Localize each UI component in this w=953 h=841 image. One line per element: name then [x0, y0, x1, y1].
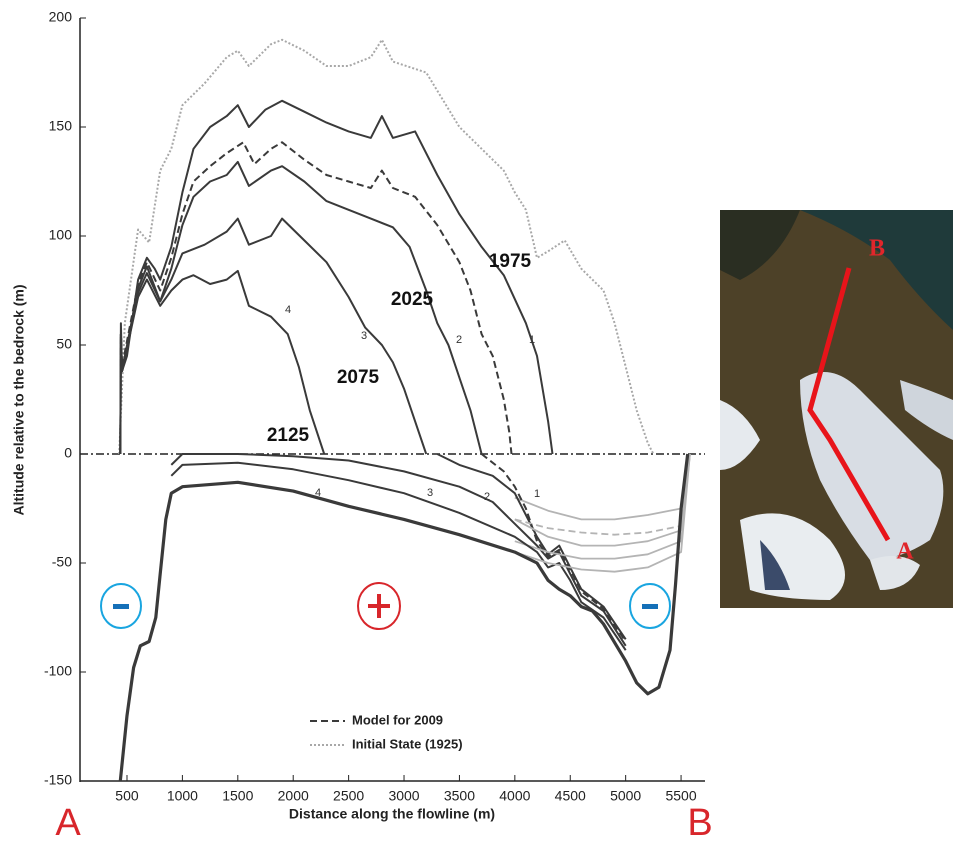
y-tick-label: 150: [49, 118, 73, 134]
inset-end-label: B: [869, 236, 885, 262]
bed-line: [480, 453, 627, 643]
end-label: B: [687, 802, 712, 841]
y-tick-label: 50: [56, 336, 72, 352]
x-tick-label: 2000: [278, 788, 309, 804]
y-tick-label: 200: [49, 9, 73, 25]
curve-number: 2: [484, 491, 490, 503]
y-tick-label: 0: [64, 445, 72, 461]
start-label: A: [55, 802, 81, 841]
year-label: 1975: [489, 251, 532, 272]
tail-line: [514, 453, 691, 547]
surface-line: [119, 99, 554, 455]
y-axis-title: Altitude relative to the bedrock (m): [11, 284, 27, 515]
curve-number: 1: [529, 334, 535, 346]
y-tick-label: -150: [44, 772, 72, 788]
year-label: 2075: [337, 367, 380, 388]
bed-line: [118, 453, 690, 782]
tail-line: [514, 453, 691, 573]
x-tick-label: 5500: [665, 788, 696, 804]
inset-image: [720, 210, 953, 608]
x-tick-label: 5000: [610, 788, 641, 804]
inset-start-label: A: [896, 539, 914, 565]
curve-number: 4: [315, 487, 321, 499]
y-tick-label: 100: [49, 227, 73, 243]
zone-symbols: [100, 582, 671, 630]
x-tick-label: 500: [115, 788, 139, 804]
curve-number: 4: [285, 304, 291, 316]
bed-line: [170, 461, 627, 651]
curve-number: 3: [361, 330, 367, 342]
year-label: 2025: [391, 289, 434, 310]
bed-line: [436, 453, 627, 640]
curve-number: 1: [534, 488, 540, 500]
tail-line: [514, 453, 691, 536]
surface-line: [119, 160, 483, 455]
surface-line: [119, 217, 428, 455]
year-label: 2125: [267, 425, 310, 446]
tail-line: [514, 453, 691, 560]
curve-number: 3: [427, 487, 433, 499]
tail-line: [514, 453, 691, 521]
x-tick-label: 4500: [555, 788, 586, 804]
x-tick-label: 3500: [444, 788, 475, 804]
y-tick-label: -50: [52, 554, 72, 570]
surface-line: [118, 38, 655, 455]
curve-number: 2: [456, 334, 462, 346]
surface-line: [119, 269, 326, 455]
x-tick-label: 1500: [222, 788, 253, 804]
x-tick-label: 3000: [388, 788, 419, 804]
y-tick-label: -100: [44, 663, 72, 679]
legend-label: Model for 2009: [352, 712, 443, 727]
legend-label: Initial State (1925): [352, 736, 463, 751]
x-tick-label: 1000: [167, 788, 198, 804]
x-axis-title: Distance along the flowline (m): [289, 806, 495, 822]
bed-line: [170, 453, 627, 647]
surface-line: [119, 141, 513, 455]
x-tick-label: 2500: [333, 788, 364, 804]
x-tick-label: 4000: [499, 788, 530, 804]
